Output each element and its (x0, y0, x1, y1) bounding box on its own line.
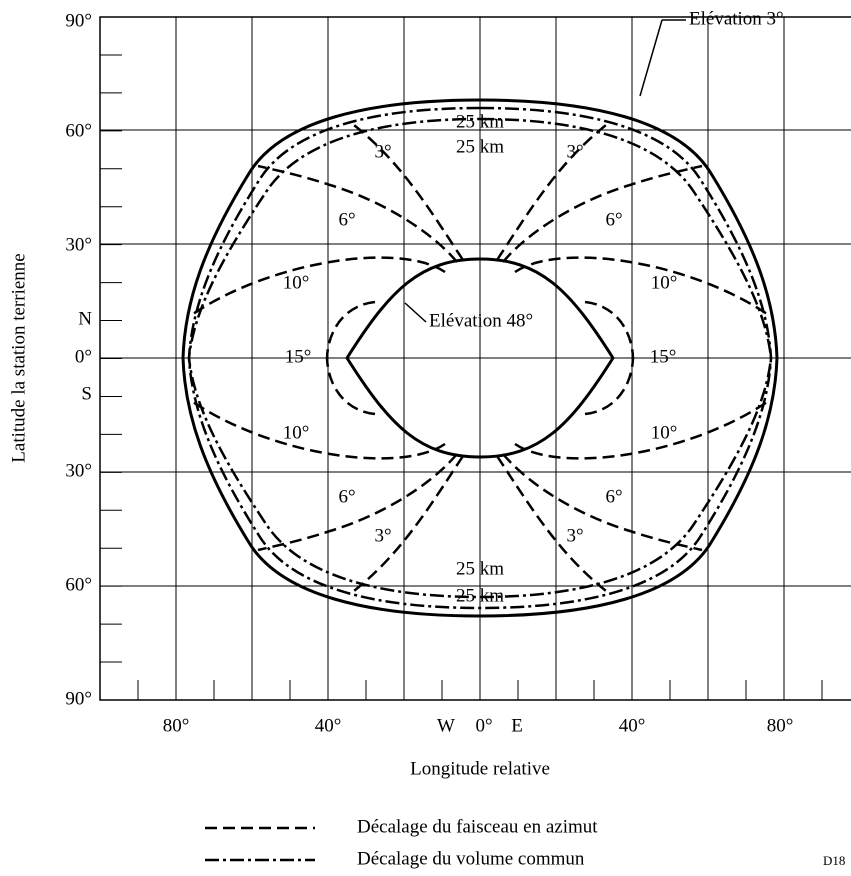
y-tick-label: 30° (65, 234, 92, 255)
y-tick-label: 90° (65, 10, 92, 31)
azimuth-curves (495, 120, 772, 360)
y-tick-label: 30° (65, 460, 92, 481)
curve-label: 6° (338, 486, 355, 507)
labels: 90° 60° 30° N 0° S 30° 60° 90° 80° 40° W 0° E 40° 80° 25… (65, 10, 793, 736)
curve-label: 25 km (456, 111, 504, 132)
legend-label: Décalage du faisceau en azimut (357, 816, 598, 837)
curve-label: 25 km (456, 585, 504, 606)
curve-label: 10° (651, 422, 678, 443)
curve-label: 25 km (456, 136, 504, 157)
x-axis-label: Longitude relative (410, 758, 550, 779)
common-volume-curve (187, 117, 773, 599)
annotation: Elévation 48° (429, 310, 533, 331)
y-tick-label: S (81, 383, 92, 404)
grid (100, 17, 851, 700)
y-tick-label: 60° (65, 120, 92, 141)
curve-label: 3° (566, 141, 583, 162)
y-tick-label: 60° (65, 574, 92, 595)
leader-line (404, 302, 427, 323)
legend-label: Décalage du volume commun (357, 848, 585, 869)
x-tick-label: E (511, 715, 523, 736)
x-tick-label: 40° (619, 715, 646, 736)
x-tick-label: 80° (767, 715, 794, 736)
curve-label: 3° (374, 525, 391, 546)
y-tick-label: N (78, 308, 92, 329)
elevation-48-curve (345, 257, 615, 459)
azimuth-curves (188, 356, 465, 596)
curve-label: 6° (605, 486, 622, 507)
curve-label: 25 km (456, 558, 504, 579)
y-tick-label: 90° (65, 688, 92, 709)
curve-label: 3° (374, 141, 391, 162)
curve-label: 3° (566, 525, 583, 546)
leader-line (639, 19, 663, 97)
elevation-3-curve (181, 98, 779, 618)
curve-label: 10° (651, 272, 678, 293)
x-tick-label: W (437, 715, 455, 736)
x-tick-label: 80° (163, 715, 190, 736)
curve-label: 6° (605, 209, 622, 230)
figure-id: D18 (823, 853, 845, 868)
curve-label: 6° (338, 209, 355, 230)
common-volume-curve (187, 106, 773, 610)
annotation: Elévation 3° (689, 8, 784, 29)
azimuth-curves (495, 356, 772, 596)
frame (99, 16, 851, 701)
curve-label: 10° (283, 272, 310, 293)
curve-label: 10° (283, 422, 310, 443)
azimuth-curves (188, 120, 465, 360)
curve-label: 15° (650, 346, 677, 367)
x-tick-label: 0° (475, 715, 492, 736)
y-tick-label: 0° (75, 346, 92, 367)
y-axis-label: Latitude la station terrienne (8, 253, 29, 462)
x-tick-label: 40° (315, 715, 342, 736)
curve-label: 15° (285, 346, 312, 367)
